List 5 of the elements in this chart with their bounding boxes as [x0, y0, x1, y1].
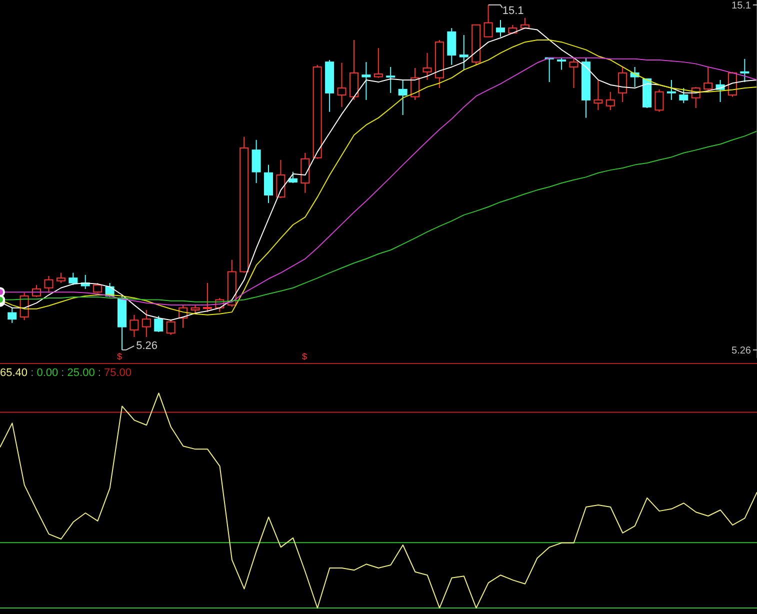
annotation: 5.26: [136, 340, 158, 352]
annotation: $: [117, 351, 122, 362]
text: 65.40 : 0.00 : 25.00 : 75.00: [0, 367, 132, 379]
annotation: $: [302, 351, 308, 362]
annotation: 15.1: [502, 4, 524, 17]
